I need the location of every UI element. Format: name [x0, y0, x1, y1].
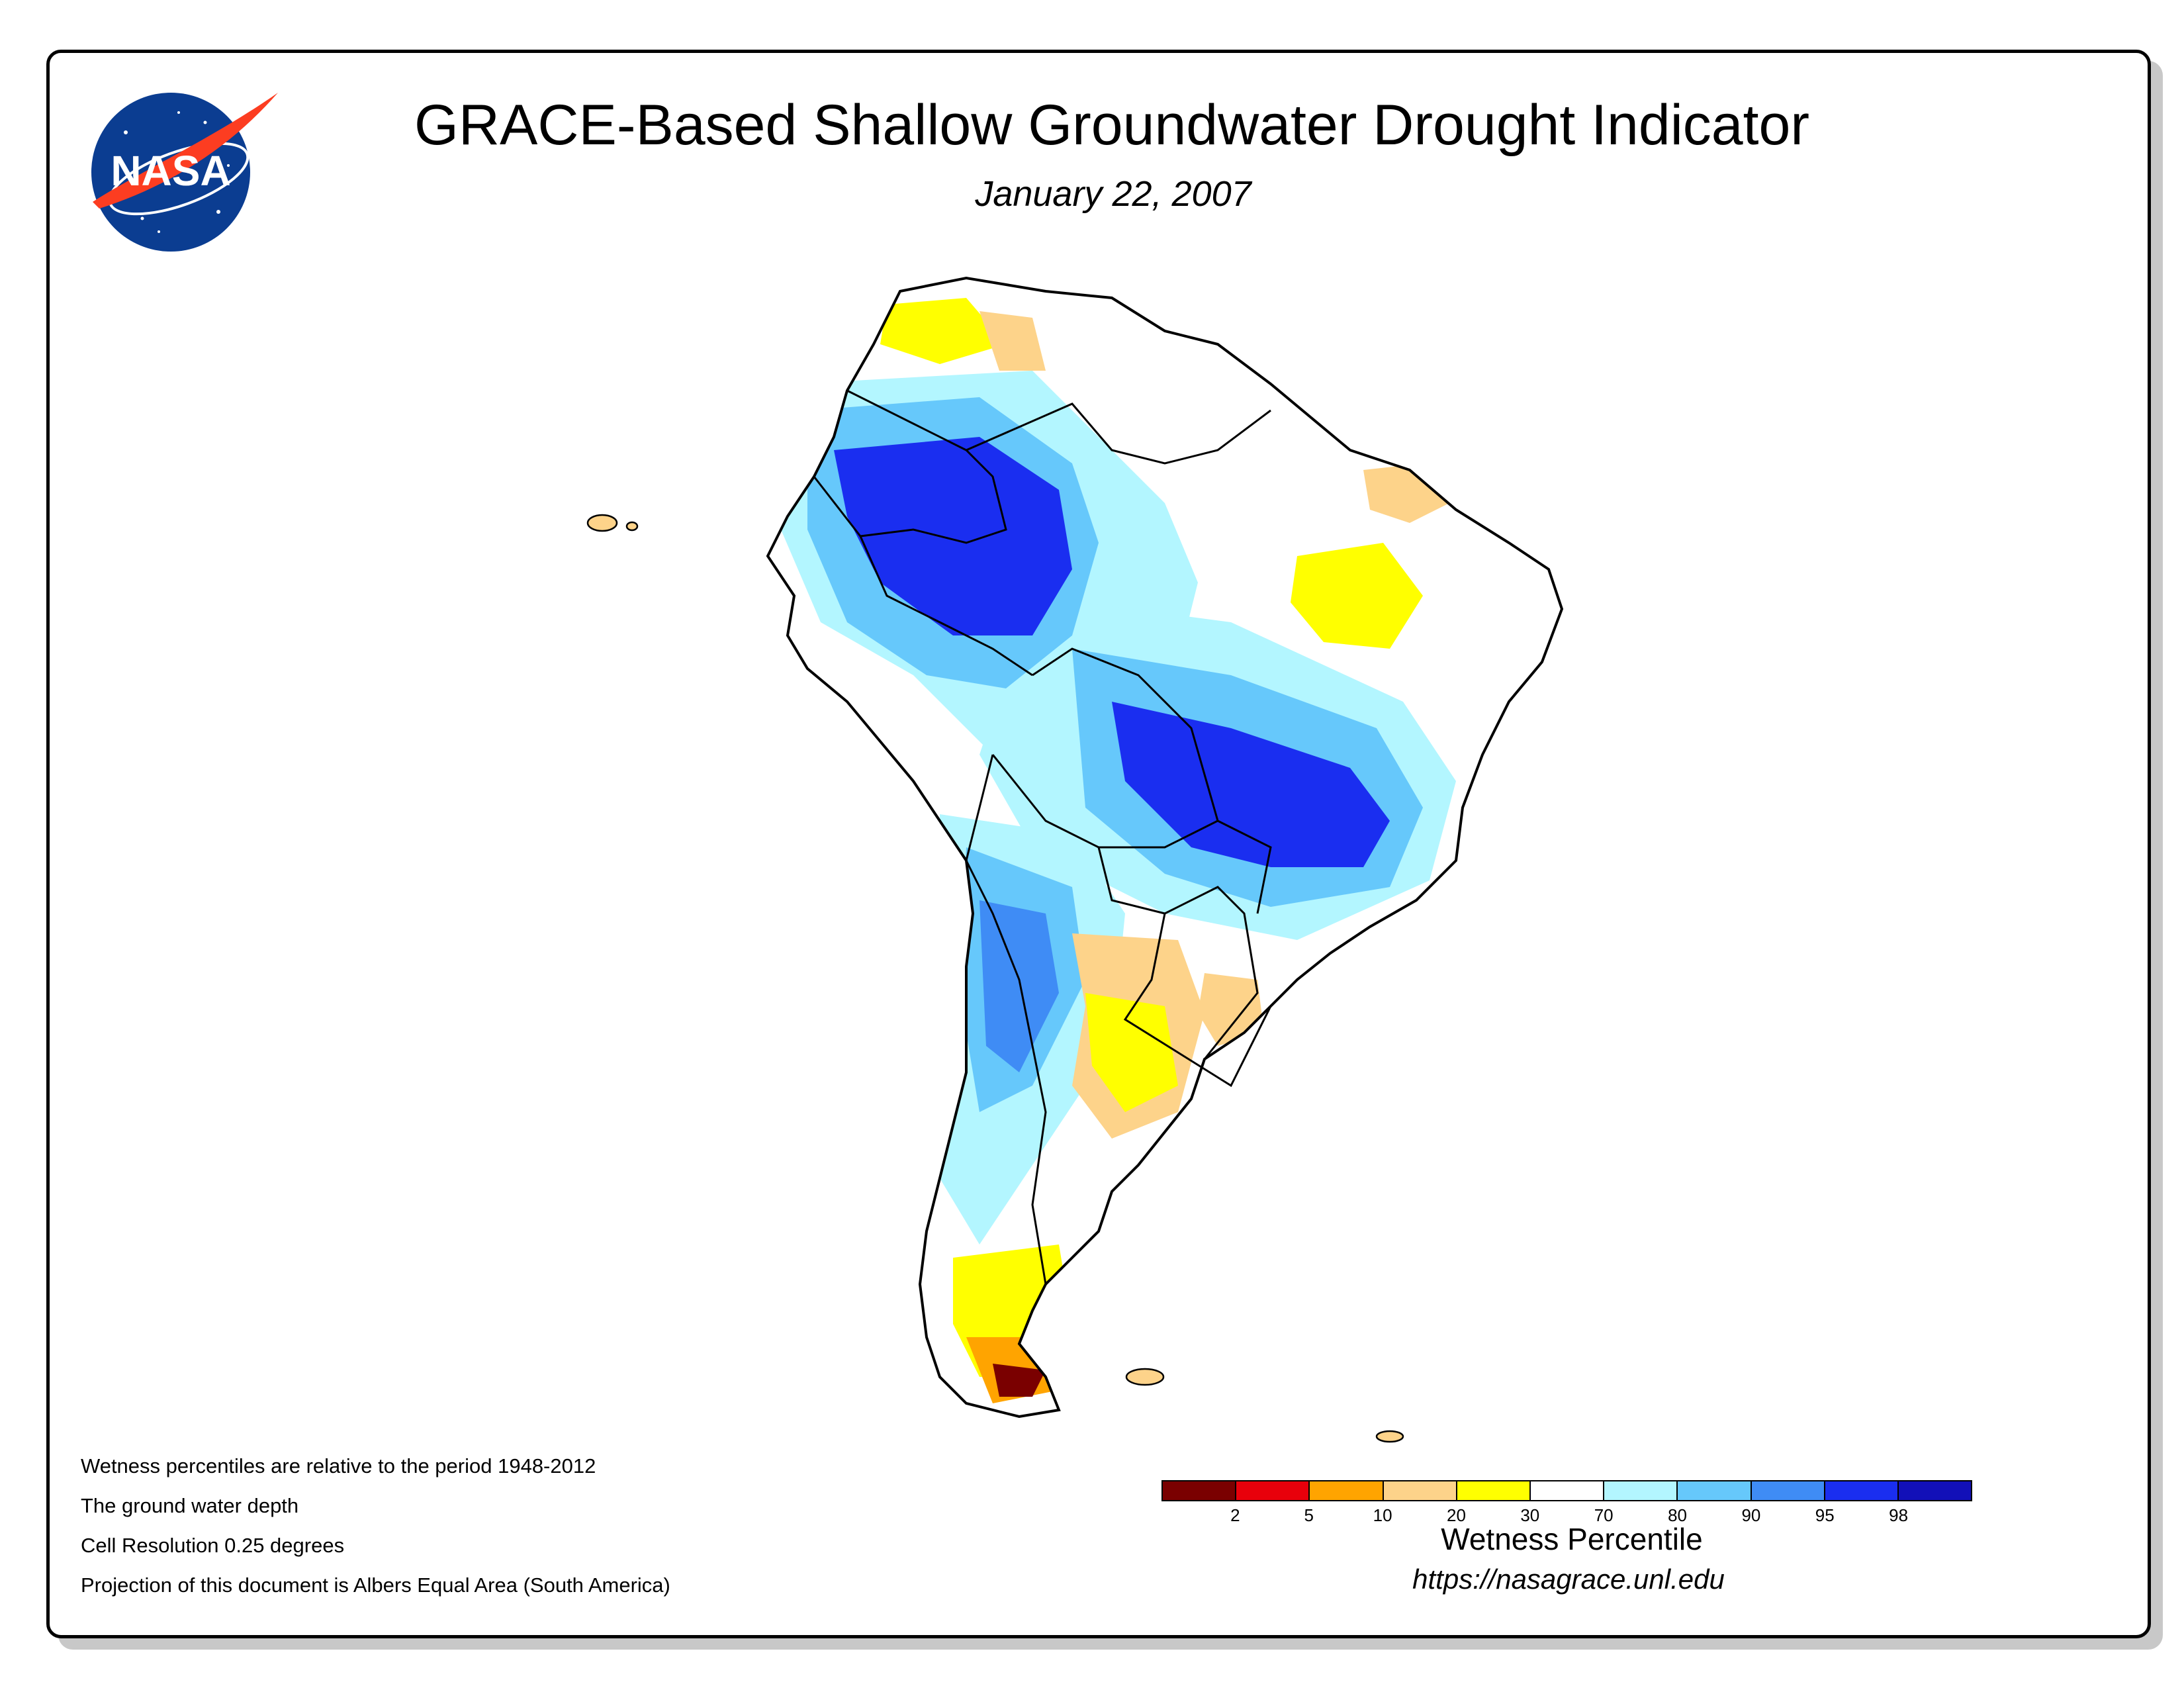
map-notes: Wetness percentiles are relative to the …: [81, 1446, 670, 1605]
legend-swatch-7: [1678, 1481, 1752, 1500]
nasa-logo: NASA: [91, 93, 278, 252]
note-depth: The ground water depth: [81, 1494, 299, 1517]
legend-tick-label: 98: [1889, 1505, 1909, 1525]
legend-tick-label: 5: [1304, 1505, 1314, 1525]
legend-swatch-3: [1383, 1481, 1457, 1500]
legend-swatch-2: [1310, 1481, 1384, 1500]
legend-swatch-9: [1825, 1481, 1899, 1500]
page-title: GRACE-Based Shallow Groundwater Drought …: [414, 93, 1809, 157]
south-america-map: [586, 276, 1564, 1443]
legend-title: Wetness Percentile: [1441, 1522, 1703, 1556]
color-legend: 2 5 10 20 30 70 80 90 95 98: [1161, 1480, 1972, 1525]
legend-ticks: 2 5 10 20 30 70 80 90 95 98: [1161, 1501, 1972, 1525]
legend-tick-label: 20: [1446, 1505, 1466, 1525]
legend-swatch-5: [1530, 1481, 1605, 1500]
legend-tick-label: 95: [1815, 1505, 1835, 1525]
note-period: Wetness percentiles are relative to the …: [81, 1454, 596, 1477]
legend-tick-label: 30: [1520, 1505, 1540, 1525]
legend-tick-label: 80: [1668, 1505, 1687, 1525]
legend-swatches: [1161, 1480, 1972, 1501]
legend-swatch-1: [1236, 1481, 1310, 1500]
legend-swatch-10: [1898, 1481, 1972, 1500]
note-projection: Projection of this document is Albers Eq…: [81, 1573, 670, 1597]
note-resolution: Cell Resolution 0.25 degrees: [81, 1534, 345, 1557]
legend-tick-label: 70: [1594, 1505, 1614, 1525]
country-borders: [813, 389, 1272, 1285]
legend-tick-label: 10: [1373, 1505, 1392, 1525]
coastline: [766, 276, 1564, 1419]
map-date: January 22, 2007: [975, 174, 1251, 214]
islands: [586, 514, 1404, 1443]
legend-swatch-8: [1751, 1481, 1825, 1500]
legend-tick-label: 2: [1230, 1505, 1240, 1525]
legend-swatch-6: [1604, 1481, 1678, 1500]
legend-swatch-0: [1163, 1481, 1237, 1500]
legend-swatch-4: [1457, 1481, 1531, 1500]
nasa-logo-text: NASA: [111, 147, 230, 195]
source-url[interactable]: https://nasagrace.unl.edu: [1412, 1564, 1725, 1595]
legend-tick-label: 90: [1741, 1505, 1761, 1525]
